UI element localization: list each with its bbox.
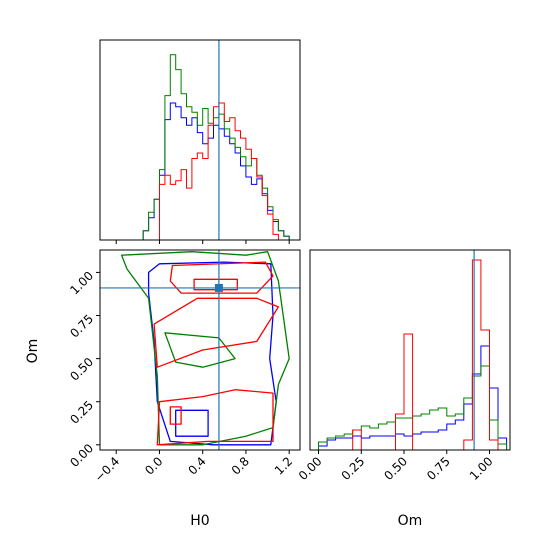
om-histogram-panel: 0.00 0.25 0.50 0.75 1.00: [296, 249, 511, 483]
y-tick-label: 1.00: [67, 269, 96, 298]
y-tick-label: 0.50: [67, 355, 96, 384]
x-tick-label: 0.4: [185, 454, 208, 477]
x-tick-label: 0.25: [339, 454, 368, 483]
x-axis-label-h0: H0: [190, 513, 209, 529]
x-axis-label-om: Om: [398, 513, 423, 529]
y-axis-label-om: Om: [25, 339, 41, 364]
green-contour: [164, 332, 236, 368]
red-contour: [169, 406, 182, 425]
x-tick-label: 0.8: [229, 454, 252, 477]
red-contour: [193, 278, 238, 291]
x-tick-label: 0.0: [142, 454, 165, 477]
x-tick-label: 0.50: [381, 454, 410, 483]
contour-frame: [99, 249, 301, 451]
y-tick-label: 0.25: [67, 398, 96, 427]
green-histogram-step: [110, 54, 295, 241]
om-histogram-frame: [309, 249, 511, 451]
red-histogram-step: [110, 102, 295, 241]
y-tick-label: 0.00: [67, 441, 96, 470]
red-histogram-step: [318, 259, 507, 451]
x-tick-label: 0.00: [296, 454, 325, 483]
h0-histogram-frame: [99, 39, 301, 241]
x-tick-label: 1.2: [272, 454, 295, 477]
y-tick-label: 0.75: [67, 312, 96, 341]
green-contour: [120, 251, 290, 446]
contour-panel: −0.4 0.0 0.4 0.8 1.2 0.00 0.25 0.50 0.75 1.00: [67, 249, 301, 485]
x-tick-label: 0.75: [424, 454, 453, 483]
red-contour: [153, 297, 280, 368]
x-tick-label: 1.00: [467, 454, 496, 483]
red-contour: [156, 389, 274, 446]
truth-marker: [214, 283, 223, 292]
h0-histogram-panel: [99, 39, 301, 244]
blue-contour: [175, 409, 209, 437]
x-tick-label: −0.4: [92, 454, 123, 485]
red-contour: [169, 261, 274, 294]
